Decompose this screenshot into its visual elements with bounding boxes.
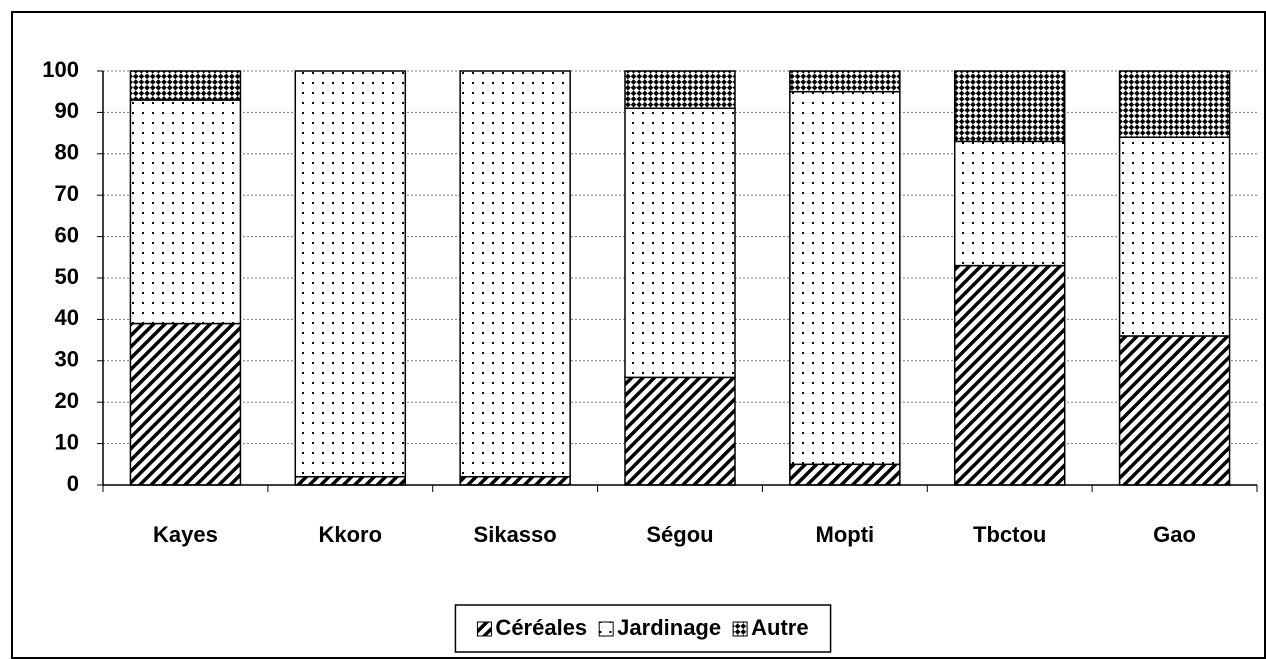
legend-swatch	[476, 621, 492, 637]
x-tick-label: Tbctou	[973, 522, 1046, 547]
x-tick-label: Sikasso	[474, 522, 557, 547]
bar-segment	[953, 140, 1066, 267]
legend: Céréales Jardinage Autre	[454, 604, 832, 653]
bar-segment	[294, 70, 407, 478]
legend-swatch	[732, 621, 748, 637]
bar-segment	[1118, 70, 1231, 138]
x-tick-label: Kayes	[153, 522, 218, 547]
x-tick-label: Gao	[1153, 522, 1196, 547]
bar-segment	[294, 475, 407, 486]
bar-segment	[953, 70, 1066, 143]
y-tick-label: 80	[55, 140, 79, 165]
x-tick-label: Mopti	[816, 522, 875, 547]
bar-segment	[1118, 335, 1231, 486]
y-tick-label: 40	[55, 305, 79, 330]
legend-label: Céréales	[495, 615, 587, 640]
bar-segment	[789, 463, 901, 486]
x-tick-label: Ségou	[646, 522, 713, 547]
bar-segment	[129, 99, 242, 325]
legend-label: Jardinage	[617, 615, 721, 640]
y-tick-label: 10	[55, 429, 79, 454]
y-tick-label: 100	[42, 57, 79, 82]
bar-segment	[129, 70, 242, 101]
legend-label: Autre	[751, 615, 808, 640]
x-tick-label: Kkoro	[319, 522, 383, 547]
y-tick-label: 60	[55, 222, 79, 247]
bar-segment	[624, 107, 736, 379]
bar-segment	[953, 264, 1066, 486]
y-tick-label: 0	[67, 471, 79, 496]
y-tick-label: 90	[55, 98, 79, 123]
legend-swatch	[598, 621, 614, 637]
legend-box	[454, 604, 832, 653]
bar-segment	[789, 70, 901, 93]
y-tick-label: 70	[55, 181, 79, 206]
y-tick-label: 50	[55, 264, 79, 289]
bar-segment	[459, 475, 571, 486]
bar-segment	[459, 70, 571, 478]
bar-segment	[129, 322, 242, 486]
bar-segment	[624, 376, 736, 486]
y-tick-label: 30	[55, 347, 79, 372]
bar-segment	[1118, 136, 1231, 337]
bar-segment	[789, 90, 901, 466]
y-tick-label: 20	[55, 388, 79, 413]
bar-segment	[624, 70, 736, 110]
